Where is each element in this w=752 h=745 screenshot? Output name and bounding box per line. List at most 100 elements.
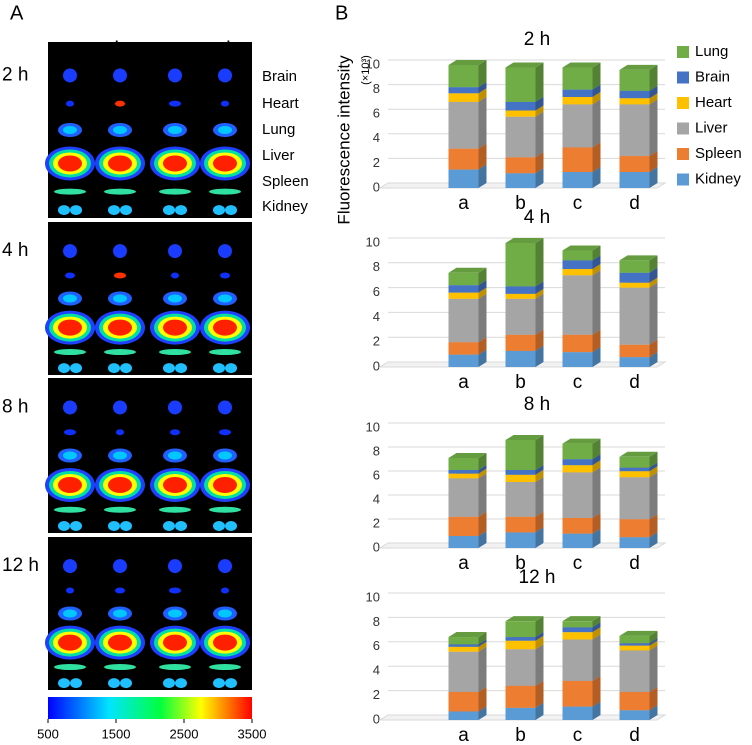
x-tick-label: a (458, 553, 469, 574)
spleen-signal (104, 188, 136, 195)
bar-side (592, 622, 601, 633)
bar-side (649, 167, 658, 188)
brain-signal (63, 400, 77, 415)
bar (448, 711, 479, 720)
bar (619, 456, 650, 468)
chart-title: 4 h (524, 207, 550, 228)
bar (619, 635, 650, 644)
brain-signal (218, 559, 232, 574)
bar (448, 646, 479, 652)
y-tick-label: 2 (373, 515, 380, 530)
liver-signal (163, 476, 187, 493)
bar-side (535, 105, 544, 117)
bar-side (649, 255, 658, 273)
y-tick-label: 2 (373, 687, 380, 702)
legend-swatch (677, 71, 689, 84)
kidney-signal (225, 521, 237, 532)
bar (448, 516, 479, 536)
x-tick-label: c (573, 372, 583, 393)
bar-side (649, 339, 658, 358)
y-tick-label: 0 (373, 358, 380, 373)
bar (619, 172, 650, 188)
bar (505, 298, 536, 335)
bar-side (478, 511, 487, 536)
bar-side (478, 82, 487, 94)
liver-signal (163, 155, 187, 172)
time-label: 12 h (2, 555, 39, 576)
bar-top (619, 630, 658, 636)
y-tick-label: 10 (366, 589, 380, 604)
bar (562, 639, 593, 681)
bar (619, 98, 650, 105)
lung-signal (63, 451, 77, 460)
brain-signal (63, 68, 77, 83)
lung-signal (63, 294, 77, 303)
bar (619, 645, 650, 651)
x-tick-label: b (515, 372, 526, 393)
lung-signal (218, 126, 232, 134)
kidney-signal (58, 678, 70, 689)
bar-side (535, 511, 544, 533)
bar-side (478, 337, 487, 355)
kidney-signal (58, 205, 70, 216)
bar-side (649, 686, 658, 711)
heart-signal (115, 587, 125, 594)
brain-signal (218, 68, 232, 83)
kidney-signal (213, 678, 225, 689)
bar (619, 104, 650, 157)
heart-signal (64, 429, 76, 436)
kidney-signal (120, 521, 132, 532)
bar-top (448, 267, 487, 273)
bar-side (535, 477, 544, 517)
liver-signal (163, 319, 187, 336)
lung-signal (63, 609, 77, 618)
bar-side (592, 513, 601, 534)
legend-swatch (677, 148, 689, 160)
bar-side (649, 85, 658, 99)
bar-top (562, 62, 601, 68)
bar-side (592, 245, 601, 261)
bar (562, 465, 593, 473)
bar-side (478, 706, 487, 720)
bar (448, 298, 479, 343)
bar (505, 440, 536, 470)
bar-side (535, 616, 544, 638)
bar-side (478, 641, 487, 652)
brain-signal (113, 400, 127, 415)
bar-side (535, 469, 544, 482)
legend-label: Liver (695, 119, 728, 136)
bar (562, 627, 593, 633)
bar-side (535, 329, 544, 351)
kidney-signal (70, 678, 82, 689)
x-tick-label: c (573, 553, 583, 574)
liver-signal (108, 155, 132, 172)
organ-label: Spleen (262, 173, 309, 190)
kidney-signal (175, 678, 187, 689)
bar (562, 96, 593, 105)
spleen-signal (209, 349, 241, 356)
organ-label: Heart (262, 95, 300, 112)
colorbar-tick-label: 1500 (102, 726, 131, 741)
spleen-signal (159, 349, 191, 356)
bar-side (535, 152, 544, 174)
x-tick-label: b (515, 193, 526, 214)
y-tick-label: 6 (373, 467, 380, 482)
bar (562, 352, 593, 367)
legend-swatch (677, 122, 689, 135)
organ-label: Liver (262, 147, 295, 164)
y-tick-label: 10 (366, 56, 380, 71)
bar (505, 67, 536, 102)
bar-side (592, 528, 601, 548)
bar-side (478, 88, 487, 102)
bar (448, 292, 479, 299)
bar-side (649, 277, 658, 288)
bar-top (562, 616, 601, 622)
bar-side (592, 255, 601, 270)
bar (505, 293, 536, 299)
bar (448, 65, 479, 88)
bar-side (649, 630, 658, 644)
bar-top (505, 62, 544, 68)
heart-signal (116, 429, 124, 436)
lung-signal (218, 609, 232, 618)
kidney-signal (225, 363, 237, 374)
